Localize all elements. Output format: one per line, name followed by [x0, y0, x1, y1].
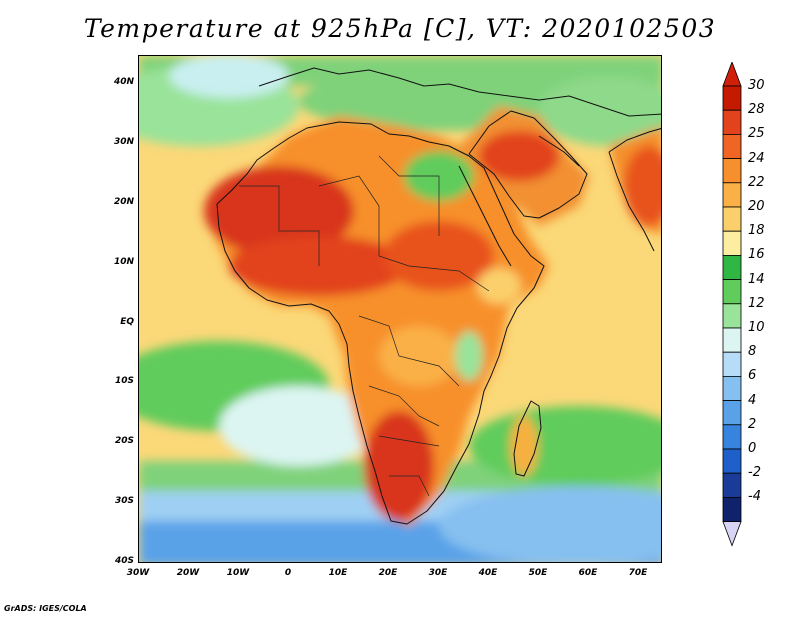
y-tick-30n: 30N: [113, 137, 134, 147]
colorbar-label: 20: [748, 199, 765, 214]
indian-ocean-blue: [439, 486, 661, 562]
india-hot: [624, 146, 661, 226]
y-tick-40s: 40S: [114, 556, 134, 566]
colorbar-label: 4: [748, 392, 757, 408]
colorbar-box: [722, 303, 742, 329]
colorbar-box: [722, 400, 742, 426]
borders-group: [239, 155, 490, 497]
y-tick-40n: 40N: [113, 77, 134, 87]
colorbar-box: [722, 85, 742, 111]
gulf-line: [538, 135, 580, 167]
colorbar-box: [722, 327, 742, 353]
coastline-group: [216, 67, 661, 525]
colorbar: [722, 62, 742, 547]
colorbar-box: [722, 496, 742, 522]
colorbar-label: 22: [748, 174, 765, 190]
colorbar-box: [722, 230, 742, 256]
colorbar-label: 24: [748, 150, 765, 166]
colorbar-box: [722, 424, 742, 450]
border-4: [408, 265, 490, 292]
colorbar-label: 30: [748, 78, 765, 93]
colorbar-label: 16: [748, 247, 765, 263]
arabia-hot: [479, 131, 559, 181]
colorbar-top-arrow: [722, 62, 742, 87]
madagascar-warm: [510, 416, 538, 476]
colorbar-label: 25: [748, 126, 765, 142]
credit-text: GrADS: IGES/COLA: [4, 604, 87, 613]
y-tick-10s: 10S: [114, 376, 134, 386]
y-tick-20s: 20S: [114, 436, 134, 446]
congo-mild: [379, 326, 459, 386]
border-2: [318, 175, 410, 267]
chart-title: Temperature at 925hPa [C], VT: 202010250…: [83, 14, 717, 43]
border-3: [378, 155, 440, 236]
x-tick-30w: 30W: [126, 568, 150, 578]
colorbar-box: [722, 351, 742, 377]
colorbar-box: [722, 109, 742, 135]
colorbar-label: 18: [748, 223, 765, 239]
colorbar-label: 6: [748, 368, 757, 384]
central-asia-cool: [539, 76, 661, 146]
y-tick-20n: 20N: [113, 197, 134, 207]
x-tick-0: 0: [284, 568, 292, 578]
kalahari-hot: [364, 411, 434, 521]
south-atlantic-cold-patch: [219, 386, 379, 466]
colorbar-label: 2: [748, 416, 757, 432]
colorbar-label: 10: [748, 320, 765, 335]
temperature-map: [138, 55, 662, 563]
colorbar-bottom-arrow: [722, 521, 742, 547]
colorbar-label: 8: [748, 344, 757, 360]
east-africa-green: [455, 331, 483, 381]
x-tick-20w: 20W: [176, 568, 200, 578]
colorbar-box: [722, 472, 742, 498]
arabia-coastline: [468, 110, 588, 219]
x-tick-30e: 30E: [428, 568, 448, 578]
colorbar-label: -2: [748, 465, 761, 481]
border-7: [378, 435, 440, 447]
x-tick-70e: 70E: [628, 568, 648, 578]
x-tick-10e: 10E: [328, 568, 348, 578]
north-atlantic-cold: [169, 56, 289, 98]
colorbar-box: [722, 182, 742, 208]
colorbar-label: 14: [748, 271, 765, 287]
x-tick-40e: 40E: [478, 568, 498, 578]
colorbar-box: [722, 254, 742, 280]
colorbar-box: [722, 134, 742, 160]
colorbar-label: -4: [748, 489, 761, 505]
border-5: [358, 315, 460, 387]
colorbar-box: [722, 206, 742, 232]
colorbar-box: [722, 375, 742, 401]
y-tick-30s: 30S: [114, 496, 134, 506]
colorbar-label: 28: [748, 102, 765, 118]
border-8: [389, 475, 430, 497]
x-tick-10w: 10W: [226, 568, 250, 578]
colorbar-box: [722, 279, 742, 305]
india-coastline: [608, 128, 661, 252]
x-tick-20e: 20E: [378, 568, 398, 578]
red-sea-line: [458, 165, 512, 267]
madagascar-coastline: [513, 400, 542, 477]
colorbar-label: 0: [748, 441, 757, 456]
x-tick-50e: 50E: [528, 568, 548, 578]
x-tick-60e: 60E: [578, 568, 598, 578]
colorbar-box: [722, 448, 742, 474]
y-tick-eq: EQ: [120, 317, 134, 327]
y-tick-10n: 10N: [113, 257, 134, 267]
border-6: [368, 385, 440, 427]
border-1: [239, 185, 320, 266]
colorbar-box: [722, 158, 742, 184]
europe-coastline: [258, 67, 661, 117]
sudan-hot: [384, 221, 494, 291]
ethiopia-highland: [477, 268, 521, 304]
africa-coastline: [216, 121, 545, 525]
colorbar-label: 12: [748, 295, 765, 311]
